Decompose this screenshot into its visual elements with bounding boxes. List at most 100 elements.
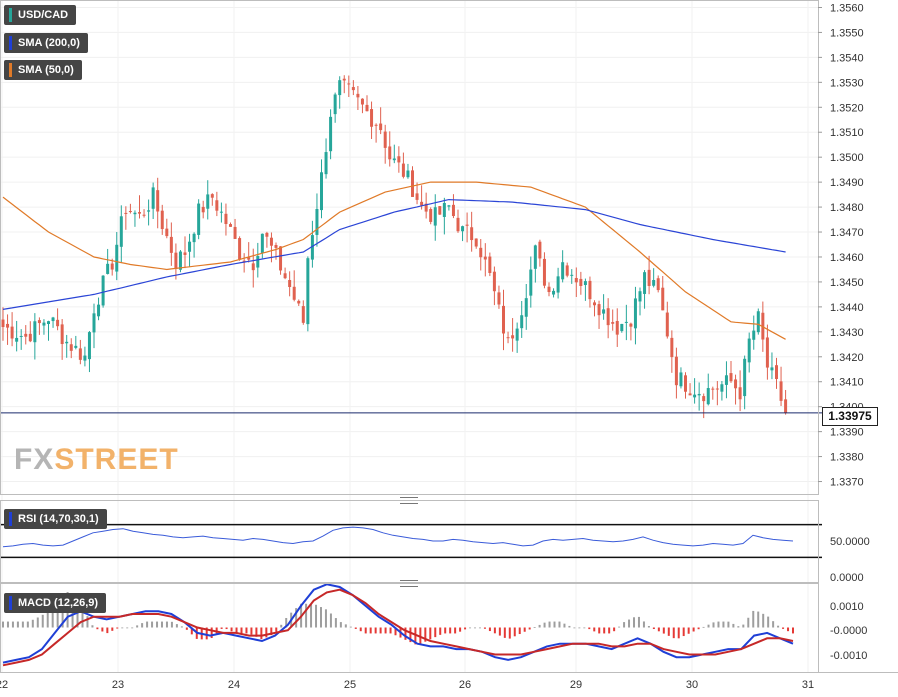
macd-histogram-bar: [245, 627, 248, 634]
candle-body: [297, 300, 301, 304]
macd-histogram-bar: [588, 627, 591, 630]
macd-signal-line: [2, 588, 794, 667]
candle-body: [360, 98, 364, 105]
candle-body: [520, 315, 524, 329]
candle-body: [583, 281, 587, 286]
candle-body: [438, 206, 442, 215]
candle-body: [169, 236, 173, 253]
macd-histogram-bar: [146, 621, 149, 628]
macd-histogram-bar: [637, 616, 640, 628]
macd-histogram-bar: [404, 627, 407, 640]
macd-histogram-bar: [548, 621, 551, 628]
candle-body: [752, 330, 756, 340]
price-tick-label: 1.3460: [830, 252, 864, 264]
candle-body: [156, 190, 160, 212]
candle-body: [492, 271, 496, 292]
macd-histogram-bar: [732, 623, 735, 628]
candle-body: [283, 273, 287, 279]
macd-histogram-bar: [270, 627, 273, 636]
macd-histogram-bar: [752, 610, 755, 628]
price-tick-label: 1.3530: [830, 77, 864, 89]
macd-histogram-bar: [508, 627, 511, 639]
legend-sma200[interactable]: SMA (200,0): [4, 33, 88, 53]
sma50-line: [2, 181, 786, 340]
candle-body: [215, 200, 219, 211]
legend-sma50[interactable]: SMA (50,0): [4, 60, 82, 80]
candle-body: [447, 205, 451, 207]
macd-histogram-bar: [792, 627, 794, 634]
candle-body: [28, 333, 32, 342]
candle-body: [370, 109, 374, 127]
macd-histogram-bar: [623, 622, 626, 628]
candle-body: [570, 274, 574, 276]
macd-histogram-bar: [608, 627, 611, 634]
candle-body: [411, 170, 414, 197]
candle-body: [392, 158, 396, 161]
time-tick-label: 24: [228, 679, 240, 691]
macd-histogram-bar: [578, 627, 581, 629]
time-tick-label: 23: [112, 679, 124, 691]
macd-histogram-bar: [707, 624, 710, 628]
candle-body: [538, 241, 542, 259]
macd-histogram-bar: [265, 627, 268, 638]
candle-body: [606, 308, 610, 326]
candle-body: [602, 309, 606, 314]
macd-histogram-bar: [359, 627, 362, 632]
macd-histogram-bar: [583, 627, 586, 629]
candle-body: [688, 393, 692, 396]
price-tick-label: 1.3440: [830, 302, 864, 314]
candle-body: [324, 152, 328, 175]
candle-body: [174, 252, 178, 269]
candle-body: [506, 337, 510, 339]
macd-histogram-bar: [618, 626, 621, 628]
macd-histogram-bar: [677, 627, 680, 639]
macd-resize-handle[interactable]: [400, 580, 418, 587]
macd-tick-label: -0.0000: [830, 625, 867, 637]
macd-histogram-bar: [742, 624, 745, 628]
price-tick-label: 1.3380: [830, 452, 864, 464]
candle-body: [674, 356, 678, 386]
candle-body: [633, 298, 637, 329]
macd-histogram-bar: [409, 627, 412, 643]
candle-body: [470, 227, 474, 241]
macd-histogram-bar: [628, 619, 631, 628]
candle-body: [579, 278, 583, 287]
legend-usdcad[interactable]: USD/CAD: [4, 5, 77, 25]
legend-rsi[interactable]: RSI (14,70,30,1): [4, 509, 107, 529]
candle-body: [597, 304, 601, 316]
candle-body: [547, 286, 551, 293]
macd-histogram-bar: [41, 614, 44, 628]
rsi-panel: [0, 523, 822, 559]
candle-body: [210, 194, 214, 198]
macd-histogram-bar: [131, 627, 134, 629]
price-tick-label: 1.3450: [830, 277, 864, 289]
macd-histogram-bar: [106, 627, 109, 634]
price-tick-label: 1.3390: [830, 427, 864, 439]
time-tick-label: 31: [802, 679, 814, 691]
macd-histogram-bar: [180, 626, 183, 628]
candle-body: [197, 203, 201, 235]
macd-histogram-bar: [141, 623, 144, 628]
sma50-color-swatch: [9, 63, 12, 77]
candle-body: [42, 322, 46, 326]
candle-body: [488, 256, 492, 273]
macd-histogram-bar: [51, 605, 54, 628]
candle-body: [515, 328, 519, 341]
candle-body: [588, 280, 592, 300]
candle-body: [765, 337, 769, 368]
legend-macd[interactable]: MACD (12,26,9): [4, 593, 107, 613]
candle-body: [461, 226, 465, 232]
macd-histogram-bar: [26, 621, 29, 628]
rsi-tick-label: 50.0000: [830, 536, 870, 548]
candle-body: [201, 206, 205, 213]
legend-macd-label: MACD (12,26,9): [18, 597, 99, 609]
macd-histogram-bar: [240, 627, 243, 634]
rsi-resize-handle[interactable]: [400, 497, 418, 504]
macd-tick-label: 0.0010: [830, 601, 864, 613]
candle-body: [219, 211, 223, 213]
candle-body: [329, 116, 333, 152]
candle-body: [643, 272, 647, 294]
candle-body: [379, 123, 383, 131]
macd-histogram-bar: [672, 627, 675, 639]
